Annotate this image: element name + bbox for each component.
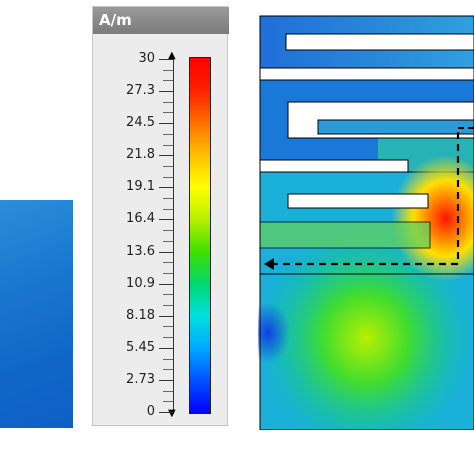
current-path xyxy=(266,132,460,266)
legend-tick-mark xyxy=(159,347,173,349)
legend-tick-label: 13.6 xyxy=(126,243,155,259)
legend-tick-label: 19.1 xyxy=(126,179,155,195)
legend-unit-label: A/m xyxy=(93,7,229,34)
legend-tick-mark xyxy=(159,91,173,93)
legend-minor-tick xyxy=(163,337,173,339)
current-arrow-head xyxy=(264,258,274,270)
legend-minor-tick xyxy=(163,326,173,328)
legend-minor-tick xyxy=(163,369,173,371)
legend-tick-mark xyxy=(159,187,173,189)
legend-minor-tick xyxy=(163,80,173,82)
inner-strip xyxy=(259,221,431,249)
legend-tick-label: 8.18 xyxy=(126,307,155,323)
legend-minor-tick xyxy=(163,165,173,167)
legend-minor-tick xyxy=(163,272,173,274)
lower-slot-2 xyxy=(287,193,429,209)
legend-tick-mark xyxy=(159,219,173,221)
down-arrow-icon: ▼ xyxy=(168,408,176,419)
legend-tick-label: 24.5 xyxy=(126,115,155,131)
color-legend: A/m ▲ ▼ 30 27.3 24.5 21.8 19.1 16.4 13.6 10.9 8.… xyxy=(92,6,229,426)
legend-tick-label: 2.73 xyxy=(126,371,155,387)
top-slot xyxy=(285,33,474,51)
legend-tick-mark xyxy=(159,412,173,413)
field-outline xyxy=(259,15,474,430)
legend-axis-line xyxy=(173,57,174,414)
legend-minor-tick xyxy=(163,294,173,296)
legend-minor-tick xyxy=(163,112,173,114)
legend-tick-mark xyxy=(159,315,173,317)
legend-tick-mark xyxy=(159,283,173,285)
legend-minor-tick xyxy=(163,358,173,360)
legend-minor-tick xyxy=(163,198,173,200)
legend-tick-label: 16.4 xyxy=(126,211,155,227)
lower-slot xyxy=(259,159,409,173)
field-plot xyxy=(258,12,474,430)
cool-spot xyxy=(258,232,358,372)
legend-minor-tick xyxy=(163,133,173,135)
legend-minor-tick xyxy=(163,208,173,210)
middle-slot-b xyxy=(317,119,474,135)
legend-tick-mark xyxy=(159,123,173,125)
legend-tick-mark xyxy=(159,251,173,253)
legend-tick-label: 30 xyxy=(138,51,155,66)
legend-tick-mark xyxy=(159,155,173,157)
legend-tick-mark xyxy=(159,59,173,60)
legend-minor-tick xyxy=(163,305,173,307)
legend-minor-tick xyxy=(163,176,173,178)
legend-tick-label: 5.45 xyxy=(126,339,155,355)
legend-tick-label: 10.9 xyxy=(126,275,155,291)
legend-minor-tick xyxy=(163,144,173,146)
up-arrow-icon: ▲ xyxy=(168,50,176,61)
legend-minor-tick xyxy=(163,240,173,242)
legend-tick-mark xyxy=(159,379,173,381)
legend-minor-tick xyxy=(163,69,173,71)
legend-minor-tick xyxy=(163,262,173,264)
legend-minor-tick xyxy=(163,101,173,103)
legend-minor-tick xyxy=(163,401,173,403)
legend-minor-tick xyxy=(163,390,173,392)
left-field-panel xyxy=(0,200,73,428)
legend-minor-tick xyxy=(163,230,173,232)
legend-tick-label: 21.8 xyxy=(126,147,155,163)
legend-tick-label: 0 xyxy=(146,404,155,419)
legend-tick-label: 27.3 xyxy=(126,83,155,99)
colorbar xyxy=(189,57,211,414)
